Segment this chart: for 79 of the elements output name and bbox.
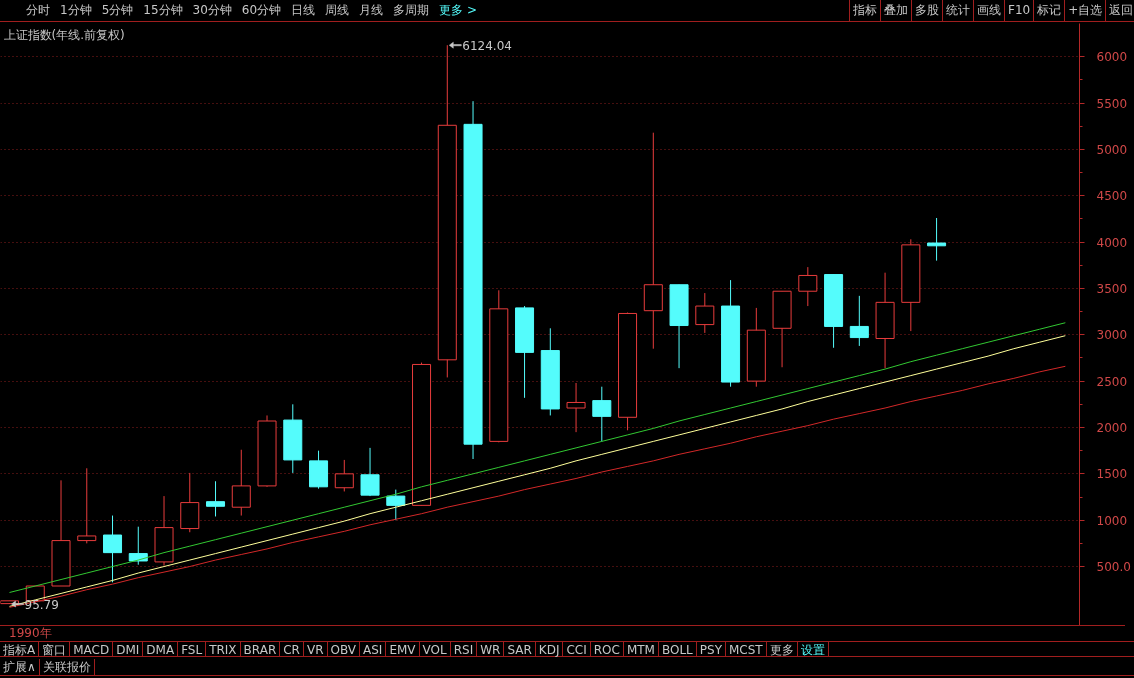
annotation: 95.79 bbox=[24, 597, 59, 612]
text: 1分钟 bbox=[60, 2, 92, 20]
candlestick bbox=[103, 515, 123, 583]
text: 更多 > bbox=[439, 2, 477, 20]
text: BRAR bbox=[240, 642, 281, 657]
text: 15分钟 bbox=[143, 2, 183, 20]
candlestick bbox=[849, 295, 869, 347]
candlestick bbox=[592, 386, 612, 442]
text: +自选 bbox=[1064, 0, 1106, 22]
y-tick-label: 5000 bbox=[1096, 142, 1128, 157]
text: DMI bbox=[113, 642, 144, 657]
text: 画线 bbox=[973, 0, 1004, 22]
candlestick bbox=[643, 132, 663, 350]
text: 窗口 bbox=[39, 642, 71, 657]
text: 指标 bbox=[849, 0, 880, 22]
text: 扩展∧ bbox=[0, 659, 40, 675]
annotation: 6124.04 bbox=[462, 38, 512, 53]
text: 月线 bbox=[359, 2, 384, 20]
candlestick bbox=[360, 447, 380, 497]
text: 30分钟 bbox=[192, 2, 232, 20]
candlestick bbox=[128, 526, 148, 566]
text: 更多 bbox=[766, 642, 798, 657]
y-tick-label: 5500 bbox=[1096, 96, 1128, 111]
candlestick bbox=[927, 217, 947, 262]
y-tick-label: 1000 bbox=[1096, 513, 1128, 528]
text: 周线 bbox=[325, 2, 350, 20]
candlestick bbox=[334, 459, 354, 492]
y-tick-label: 2000 bbox=[1096, 420, 1128, 435]
text: 标记 bbox=[1033, 0, 1065, 22]
text: 设置 bbox=[797, 642, 829, 657]
candlestick bbox=[798, 266, 818, 307]
text: 日线 bbox=[291, 2, 316, 20]
text: F10 bbox=[1004, 0, 1034, 22]
y-tick-label: 1500 bbox=[1096, 467, 1128, 482]
y-tick-label: 3000 bbox=[1096, 328, 1128, 343]
text: EMV bbox=[386, 642, 420, 657]
text: 多股 bbox=[911, 0, 942, 22]
text: MTM bbox=[623, 642, 659, 657]
text: TRIX bbox=[206, 642, 241, 657]
y-tick-label: 4500 bbox=[1096, 189, 1128, 204]
text: 多周期 bbox=[393, 2, 430, 20]
text: PSY bbox=[696, 642, 726, 657]
candlestick bbox=[77, 467, 97, 544]
text: OBV bbox=[327, 642, 361, 657]
text: 叠加 bbox=[880, 0, 911, 22]
text: KDJ bbox=[535, 642, 564, 657]
y-tick-label: 4000 bbox=[1096, 235, 1128, 250]
text: RSI bbox=[450, 642, 478, 657]
text: CCI bbox=[563, 642, 591, 657]
text: BOLL bbox=[658, 642, 697, 657]
text: 指标A bbox=[0, 642, 40, 657]
y-tick-label: 500.0 bbox=[1096, 560, 1131, 575]
text: WR bbox=[477, 642, 505, 657]
y-tick-label: 2500 bbox=[1096, 374, 1128, 389]
candlestick bbox=[206, 480, 226, 517]
text: ROC bbox=[590, 642, 624, 657]
text: DMA bbox=[143, 642, 179, 657]
y-tick-label: 3500 bbox=[1096, 281, 1128, 296]
text: 统计 bbox=[942, 0, 973, 22]
text: 分时 bbox=[26, 2, 50, 20]
text: FSL bbox=[178, 642, 207, 657]
chart-title: 上证指数(年线.前复权) bbox=[3, 27, 125, 42]
candlestick bbox=[566, 382, 586, 433]
text: VOL bbox=[419, 642, 451, 657]
text: 5分钟 bbox=[101, 2, 134, 20]
candlestick bbox=[386, 489, 406, 521]
candlestick bbox=[231, 449, 251, 517]
text: MCST bbox=[726, 642, 767, 657]
text: ASI bbox=[360, 642, 387, 657]
candlestick bbox=[695, 292, 715, 334]
text: 返回 bbox=[1105, 0, 1134, 22]
text: VR bbox=[303, 642, 328, 657]
y-tick-label: 6000 bbox=[1096, 50, 1128, 65]
text: CR bbox=[280, 642, 304, 657]
text: MACD bbox=[70, 642, 114, 657]
text: SAR bbox=[504, 642, 536, 657]
text: 关联报价 bbox=[39, 659, 95, 675]
text: 60分钟 bbox=[241, 2, 282, 20]
text: 1990年 bbox=[9, 626, 52, 640]
